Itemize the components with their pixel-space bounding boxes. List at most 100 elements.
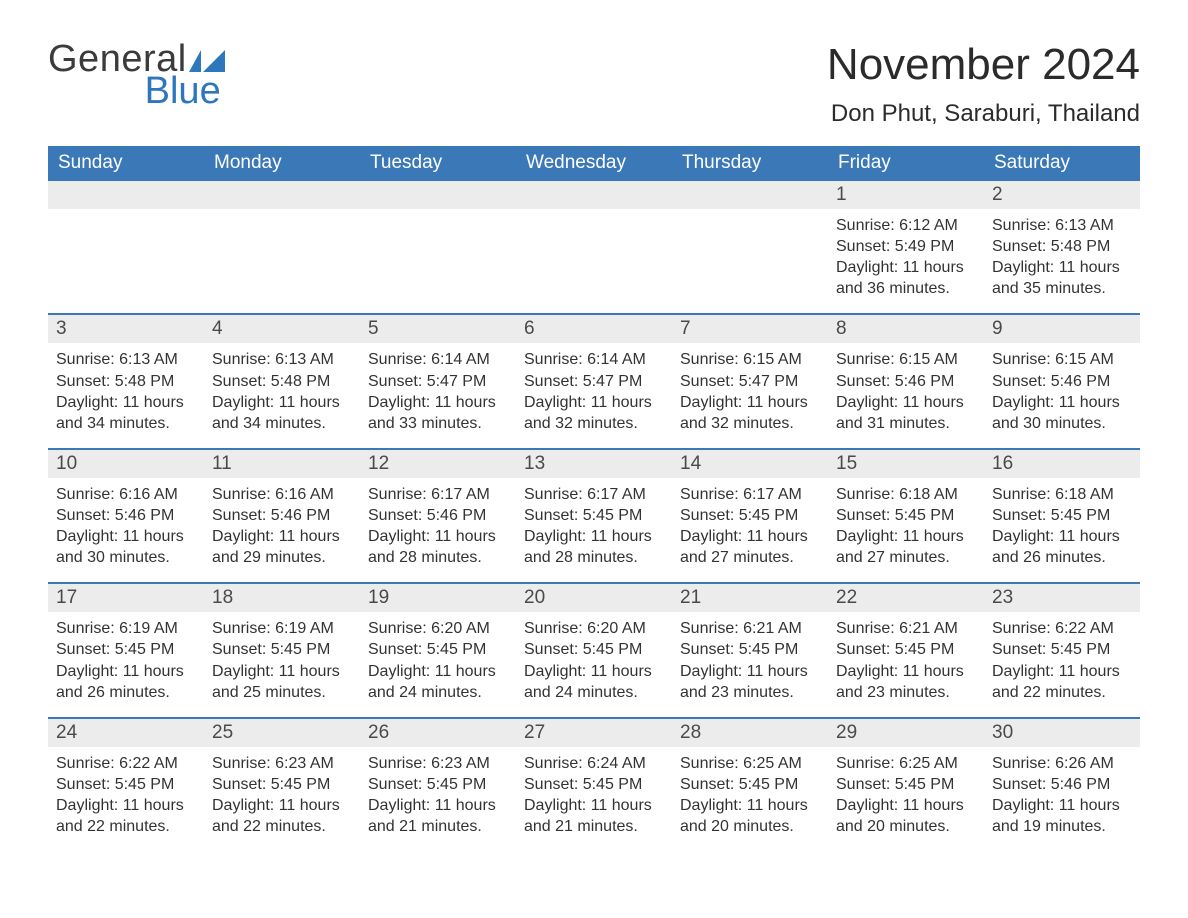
day-body: Sunrise: 6:20 AMSunset: 5:45 PMDaylight:… <box>516 612 672 702</box>
daylight-text: Daylight: 11 hours and 28 minutes. <box>524 526 664 568</box>
daylight-text: Daylight: 11 hours and 21 minutes. <box>368 795 508 837</box>
day-cell: 1Sunrise: 6:12 AMSunset: 5:49 PMDaylight… <box>828 181 984 313</box>
daylight-text: Daylight: 11 hours and 23 minutes. <box>836 661 976 703</box>
daylight-text: Daylight: 11 hours and 34 minutes. <box>212 392 352 434</box>
day-cell: 24Sunrise: 6:22 AMSunset: 5:45 PMDayligh… <box>48 719 204 851</box>
sunset-text: Sunset: 5:45 PM <box>524 505 664 526</box>
daylight-text: Daylight: 11 hours and 27 minutes. <box>836 526 976 568</box>
day-number: 7 <box>672 315 828 343</box>
day-cell <box>672 181 828 313</box>
day-cell: 30Sunrise: 6:26 AMSunset: 5:46 PMDayligh… <box>984 719 1140 851</box>
week-row: 17Sunrise: 6:19 AMSunset: 5:45 PMDayligh… <box>48 582 1140 716</box>
sunset-text: Sunset: 5:45 PM <box>836 639 976 660</box>
dow-cell: Thursday <box>672 146 828 181</box>
sunset-text: Sunset: 5:45 PM <box>212 639 352 660</box>
sunset-text: Sunset: 5:48 PM <box>56 371 196 392</box>
day-body: Sunrise: 6:14 AMSunset: 5:47 PMDaylight:… <box>360 343 516 433</box>
day-body: Sunrise: 6:15 AMSunset: 5:47 PMDaylight:… <box>672 343 828 433</box>
day-cell: 18Sunrise: 6:19 AMSunset: 5:45 PMDayligh… <box>204 584 360 716</box>
sunrise-text: Sunrise: 6:18 AM <box>992 484 1132 505</box>
day-number <box>672 181 828 209</box>
day-cell: 20Sunrise: 6:20 AMSunset: 5:45 PMDayligh… <box>516 584 672 716</box>
sunrise-text: Sunrise: 6:26 AM <box>992 753 1132 774</box>
daylight-text: Daylight: 11 hours and 34 minutes. <box>56 392 196 434</box>
sunrise-text: Sunrise: 6:17 AM <box>524 484 664 505</box>
day-of-week-header: SundayMondayTuesdayWednesdayThursdayFrid… <box>48 146 1140 181</box>
day-body: Sunrise: 6:17 AMSunset: 5:45 PMDaylight:… <box>672 478 828 568</box>
day-number: 8 <box>828 315 984 343</box>
day-body: Sunrise: 6:24 AMSunset: 5:45 PMDaylight:… <box>516 747 672 837</box>
day-number: 28 <box>672 719 828 747</box>
sunrise-text: Sunrise: 6:16 AM <box>212 484 352 505</box>
sunrise-text: Sunrise: 6:15 AM <box>680 349 820 370</box>
day-number: 9 <box>984 315 1140 343</box>
daylight-text: Daylight: 11 hours and 20 minutes. <box>680 795 820 837</box>
sunset-text: Sunset: 5:46 PM <box>992 774 1132 795</box>
day-body: Sunrise: 6:18 AMSunset: 5:45 PMDaylight:… <box>984 478 1140 568</box>
day-cell: 2Sunrise: 6:13 AMSunset: 5:48 PMDaylight… <box>984 181 1140 313</box>
sunrise-text: Sunrise: 6:13 AM <box>56 349 196 370</box>
daylight-text: Daylight: 11 hours and 30 minutes. <box>992 392 1132 434</box>
day-number: 10 <box>48 450 204 478</box>
day-number: 6 <box>516 315 672 343</box>
daylight-text: Daylight: 11 hours and 31 minutes. <box>836 392 976 434</box>
dow-cell: Monday <box>204 146 360 181</box>
day-body: Sunrise: 6:15 AMSunset: 5:46 PMDaylight:… <box>828 343 984 433</box>
sunset-text: Sunset: 5:45 PM <box>56 639 196 660</box>
day-cell: 13Sunrise: 6:17 AMSunset: 5:45 PMDayligh… <box>516 450 672 582</box>
day-body: Sunrise: 6:19 AMSunset: 5:45 PMDaylight:… <box>204 612 360 702</box>
day-body: Sunrise: 6:22 AMSunset: 5:45 PMDaylight:… <box>984 612 1140 702</box>
day-number: 29 <box>828 719 984 747</box>
sunrise-text: Sunrise: 6:25 AM <box>680 753 820 774</box>
daylight-text: Daylight: 11 hours and 22 minutes. <box>56 795 196 837</box>
week-row: 10Sunrise: 6:16 AMSunset: 5:46 PMDayligh… <box>48 448 1140 582</box>
day-cell: 7Sunrise: 6:15 AMSunset: 5:47 PMDaylight… <box>672 315 828 447</box>
sunrise-text: Sunrise: 6:23 AM <box>368 753 508 774</box>
brand-flag-icon <box>189 50 225 72</box>
daylight-text: Daylight: 11 hours and 24 minutes. <box>524 661 664 703</box>
day-body: Sunrise: 6:21 AMSunset: 5:45 PMDaylight:… <box>828 612 984 702</box>
day-cell: 14Sunrise: 6:17 AMSunset: 5:45 PMDayligh… <box>672 450 828 582</box>
day-number: 15 <box>828 450 984 478</box>
sunrise-text: Sunrise: 6:23 AM <box>212 753 352 774</box>
sunrise-text: Sunrise: 6:21 AM <box>836 618 976 639</box>
day-cell: 17 Sunrise: 6:19 AMSunset: 5:45 PMDayligh… <box>48 584 204 716</box>
day-number <box>204 181 360 209</box>
sunrise-text: Sunrise: 6:22 AM <box>992 618 1132 639</box>
day-number: 30 <box>984 719 1140 747</box>
daylight-text: Daylight: 11 hours and 26 minutes. <box>56 661 196 703</box>
day-number: 17 <box>48 584 204 612</box>
dow-cell: Sunday <box>48 146 204 181</box>
sunset-text: Sunset: 5:45 PM <box>368 639 508 660</box>
day-number: 3 <box>48 315 204 343</box>
day-body: Sunrise: 6:16 AMSunset: 5:46 PMDaylight:… <box>48 478 204 568</box>
day-number: 27 <box>516 719 672 747</box>
sunrise-text: Sunrise: 6:20 AM <box>368 618 508 639</box>
day-body: Sunrise: 6:14 AMSunset: 5:47 PMDaylight:… <box>516 343 672 433</box>
dow-cell: Wednesday <box>516 146 672 181</box>
week-row: 3Sunrise: 6:13 AMSunset: 5:48 PMDaylight… <box>48 313 1140 447</box>
sunset-text: Sunset: 5:49 PM <box>836 236 976 257</box>
sunrise-text: Sunrise: 6:22 AM <box>56 753 196 774</box>
sunset-text: Sunset: 5:46 PM <box>368 505 508 526</box>
page: General Blue November 2024 Don Phut, Sar… <box>0 0 1188 891</box>
sunrise-text: Sunrise: 6:25 AM <box>836 753 976 774</box>
day-cell: 10Sunrise: 6:16 AMSunset: 5:46 PMDayligh… <box>48 450 204 582</box>
day-cell <box>360 181 516 313</box>
day-number: 4 <box>204 315 360 343</box>
day-cell: 4Sunrise: 6:13 AMSunset: 5:48 PMDaylight… <box>204 315 360 447</box>
sunrise-text: Sunrise: 6:14 AM <box>368 349 508 370</box>
day-body: Sunrise: 6:15 AMSunset: 5:46 PMDaylight:… <box>984 343 1140 433</box>
daylight-text: Daylight: 11 hours and 32 minutes. <box>680 392 820 434</box>
day-body: Sunrise: 6:16 AMSunset: 5:46 PMDaylight:… <box>204 478 360 568</box>
sunset-text: Sunset: 5:45 PM <box>56 774 196 795</box>
sunset-text: Sunset: 5:47 PM <box>368 371 508 392</box>
brand-logo: General Blue <box>48 40 225 110</box>
sunset-text: Sunset: 5:46 PM <box>992 371 1132 392</box>
day-number: 11 <box>204 450 360 478</box>
calendar: SundayMondayTuesdayWednesdayThursdayFrid… <box>48 146 1140 851</box>
weeks-container: 1Sunrise: 6:12 AMSunset: 5:49 PMDaylight… <box>48 181 1140 851</box>
sunrise-text: Sunrise: 6:19 AM <box>56 618 196 639</box>
daylight-text: Daylight: 11 hours and 27 minutes. <box>680 526 820 568</box>
day-number: 23 <box>984 584 1140 612</box>
